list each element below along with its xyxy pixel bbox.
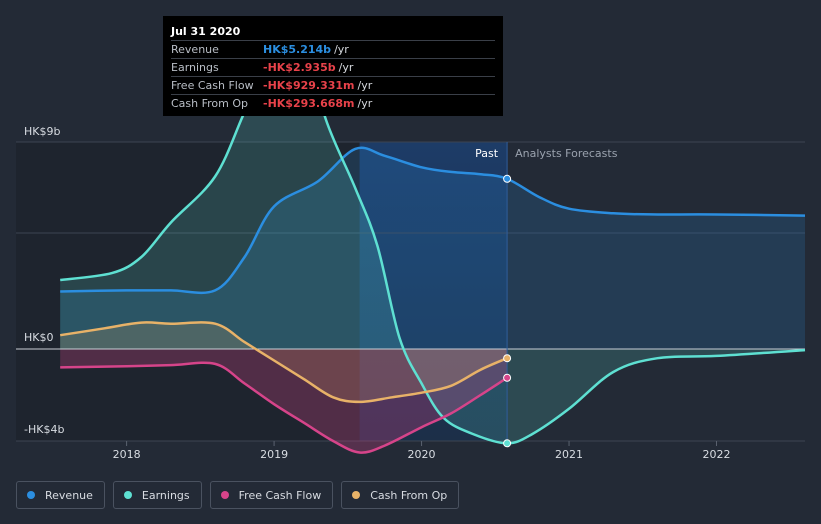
- x-tick-label: 2022: [703, 448, 731, 461]
- chart-legend: Revenue Earnings Free Cash Flow Cash From O…: [16, 481, 460, 509]
- earnings-area: [60, 23, 805, 444]
- legend-item-revenue[interactable]: Revenue: [16, 481, 105, 509]
- legend-item-free-cash-flow[interactable]: Free Cash Flow: [209, 481, 334, 509]
- free-cash-flow-line: [60, 361, 508, 454]
- revenue-line: [60, 146, 806, 295]
- cash-from-op-line: [60, 321, 508, 404]
- tooltip-row-value: HK$5.214b: [263, 43, 332, 56]
- tooltip-row-label: Cash From Op: [171, 97, 249, 110]
- tooltip-row-value: -HK$2.935b: [263, 61, 336, 74]
- legend-label: Cash From Op: [370, 488, 448, 502]
- legend-dot-icon: [220, 491, 229, 499]
- legend-dot-icon: [27, 491, 35, 499]
- revenue-point: [503, 174, 512, 183]
- legend-label: Revenue: [45, 488, 93, 502]
- free-cash-flow-area: [60, 349, 508, 453]
- x-tick-label: 2021: [555, 448, 583, 461]
- tooltip-row-label: Earnings: [171, 61, 219, 74]
- legend-dot-icon: [352, 491, 361, 499]
- tooltip-row-value: -HK$929.331m: [263, 79, 355, 92]
- tooltip-row-label: Revenue: [171, 43, 219, 56]
- tooltip-row-unit: /yr: [357, 97, 373, 110]
- data-tooltip: Jul 31 2020 Revenue HK$5.214b/yr Earnings -…: [163, 16, 503, 116]
- legend-dot-icon: [123, 491, 132, 499]
- tooltip-row-unit: /yr: [338, 61, 354, 74]
- y-label: HK$9b: [24, 125, 60, 138]
- revenue-area: [60, 147, 805, 349]
- x-tick-label: 2019: [260, 448, 288, 461]
- cash-from-op-point: [503, 354, 512, 363]
- tooltip-row: Free Cash Flow -HK$929.331m/yr: [171, 76, 495, 94]
- x-tick-label: 2020: [408, 448, 436, 461]
- y-label: HK$0: [24, 331, 53, 344]
- free-cash-flow-point: [503, 373, 512, 382]
- legend-label: Earnings: [141, 488, 190, 502]
- legend-label: Free Cash Flow: [238, 488, 322, 502]
- tooltip-row: Cash From Op -HK$293.668m/yr: [171, 94, 495, 112]
- x-tick-label: 2018: [113, 448, 141, 461]
- tooltip-row-unit: /yr: [334, 43, 349, 56]
- earnings-point: [503, 439, 512, 448]
- legend-item-cash-from-op[interactable]: Cash From Op: [341, 481, 460, 509]
- tooltip-row: Earnings -HK$2.935b/yr: [171, 58, 495, 76]
- y-label: -HK$4b: [24, 423, 64, 436]
- tooltip-row-label: Free Cash Flow: [171, 79, 254, 92]
- cash-from-op-area: [60, 322, 508, 402]
- forecast-label: Analysts Forecasts: [515, 147, 618, 160]
- tooltip-row-unit: /yr: [357, 79, 373, 92]
- earnings-line: [60, 22, 806, 445]
- past-label: Past: [475, 147, 499, 160]
- tooltip-row: Revenue HK$5.214b/yr: [171, 40, 495, 58]
- legend-item-earnings[interactable]: Earnings: [112, 481, 202, 509]
- tooltip-row-value: -HK$293.668m: [263, 97, 355, 110]
- tooltip-date: Jul 31 2020: [171, 25, 241, 38]
